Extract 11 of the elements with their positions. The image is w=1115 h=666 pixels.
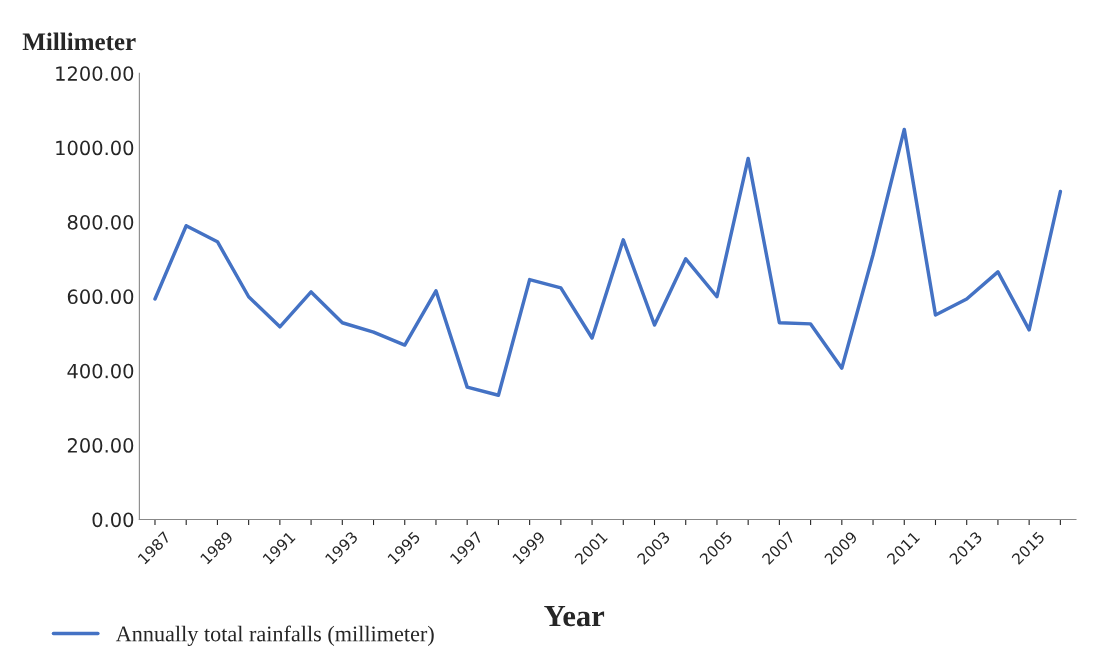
y-tick-label: 1200.00: [56, 66, 134, 81]
y-tick-label: 0.00: [92, 512, 134, 528]
y-tick-label: 400.00: [67, 363, 134, 379]
y-tick-label: 600.00: [67, 289, 134, 305]
x-axis-title: Year: [544, 606, 605, 627]
y-tick-label: 800.00: [67, 214, 134, 230]
y-tick-label: 1000.00: [56, 140, 134, 156]
y-tick-label: 200.00: [67, 438, 134, 453]
legend-label: Annually total rainfalls (millimeter): [115, 625, 434, 646]
line-series: [153, 127, 1063, 398]
y-axis-title: Millimeter: [22, 32, 136, 51]
